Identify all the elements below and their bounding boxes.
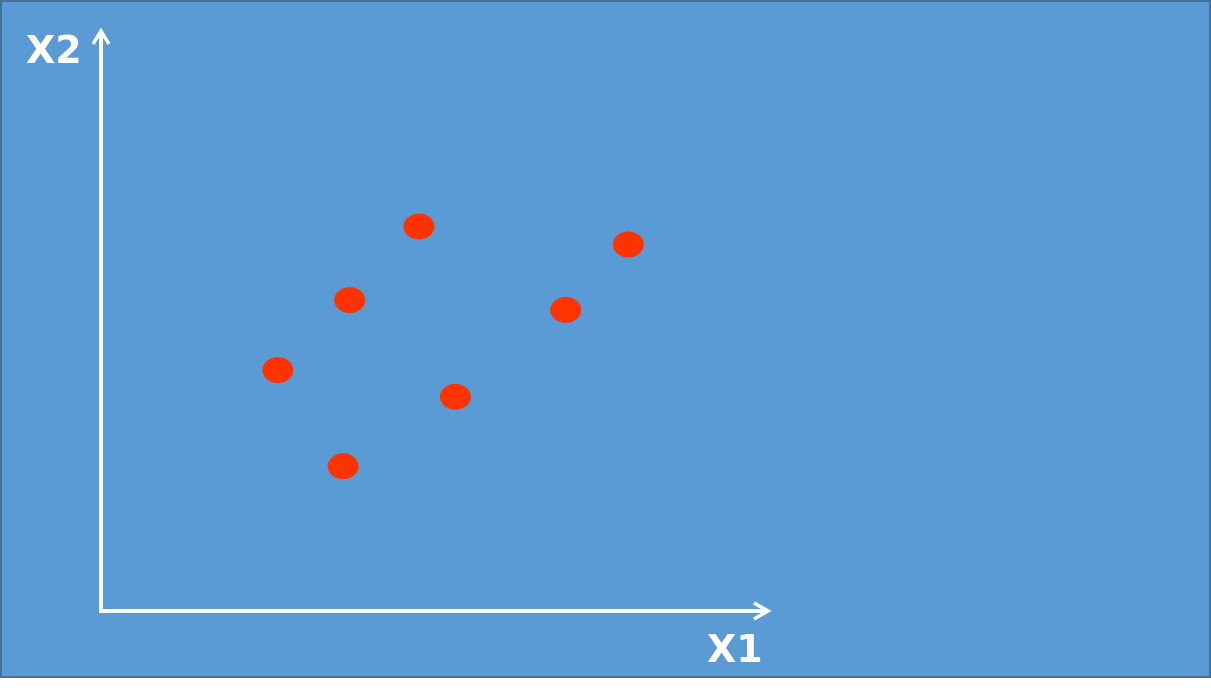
chart-frame: X2 X1 [0, 0, 1211, 678]
data-point-1 [262, 357, 294, 384]
data-point-7 [327, 453, 359, 480]
y-axis-title: X2 [26, 28, 82, 72]
data-points [262, 213, 644, 480]
axes [91, 27, 772, 621]
data-point-4 [439, 383, 471, 410]
data-point-2 [334, 287, 366, 314]
data-point-5 [550, 296, 582, 323]
y-axis-arrowhead [91, 27, 111, 45]
x-axis-arrowhead [753, 601, 772, 621]
data-point-3 [403, 213, 435, 240]
x-axis-title: X1 [707, 627, 763, 671]
data-point-6 [612, 231, 644, 258]
scatter-plot: X2 X1 [26, 27, 772, 671]
